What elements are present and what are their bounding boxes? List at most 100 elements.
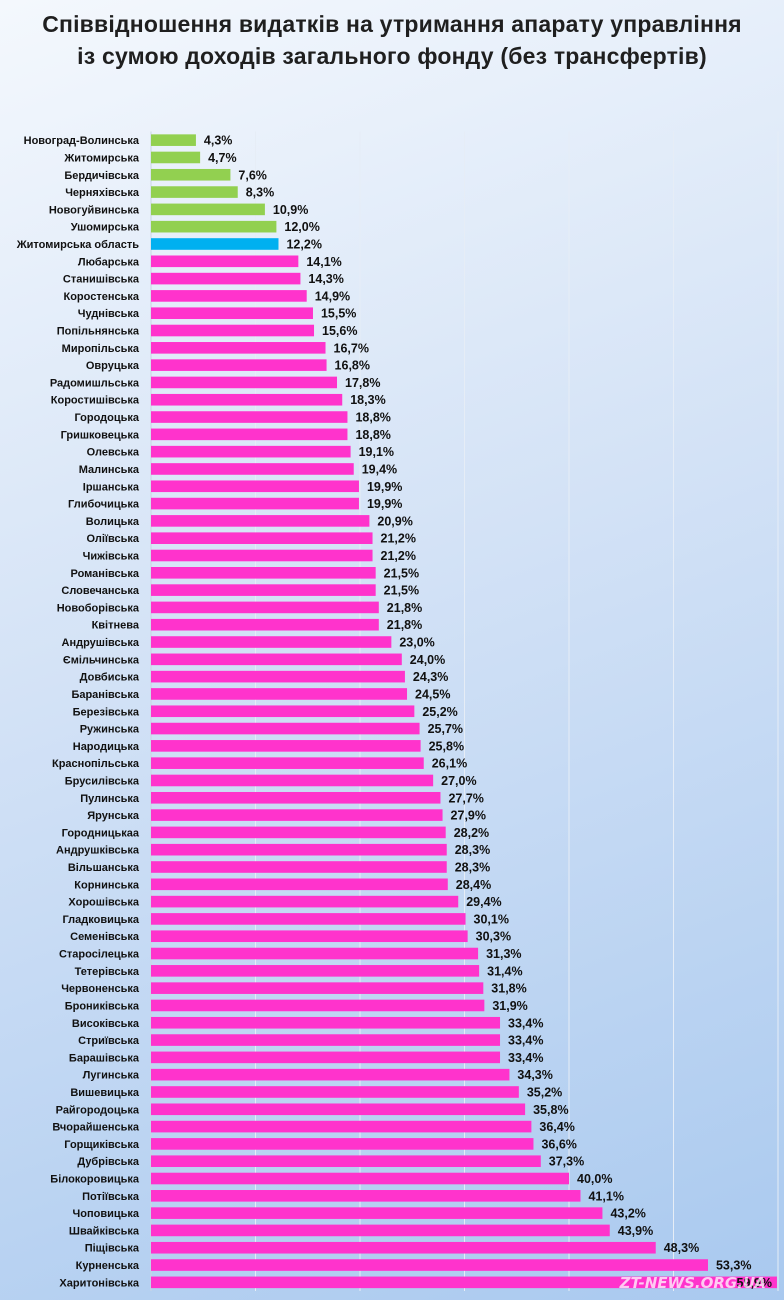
value-label: 7,6% bbox=[238, 168, 266, 182]
value-label: 24,3% bbox=[413, 670, 448, 684]
value-label: 4,7% bbox=[208, 151, 237, 165]
category-label: Овруцька bbox=[86, 360, 140, 372]
value-label: 16,8% bbox=[335, 359, 370, 373]
value-label: 21,2% bbox=[381, 532, 416, 546]
value-label: 35,8% bbox=[533, 1103, 568, 1117]
value-label: 34,3% bbox=[517, 1068, 552, 1082]
category-label: Корнинська bbox=[74, 879, 140, 891]
category-label: Потіївська bbox=[82, 1191, 140, 1203]
bar bbox=[151, 186, 238, 198]
bar bbox=[151, 1207, 603, 1219]
value-label: 19,9% bbox=[367, 480, 402, 494]
bar bbox=[151, 636, 392, 648]
category-label: Словечанська bbox=[61, 585, 140, 597]
bar bbox=[151, 168, 231, 181]
category-label: Чоповицька bbox=[73, 1208, 140, 1220]
bar bbox=[151, 203, 265, 216]
value-label: 21,5% bbox=[384, 566, 419, 580]
bar bbox=[151, 895, 459, 908]
category-label: Андрушівська bbox=[62, 637, 140, 649]
bar bbox=[151, 134, 196, 146]
category-label: Миропільська bbox=[62, 343, 140, 355]
bar bbox=[151, 947, 479, 960]
bars bbox=[151, 134, 777, 1289]
bar bbox=[151, 515, 370, 527]
bar bbox=[151, 757, 424, 769]
bar bbox=[151, 705, 415, 718]
value-label: 17,8% bbox=[345, 376, 380, 390]
value-label: 33,4% bbox=[508, 1034, 543, 1048]
bar bbox=[151, 1172, 569, 1185]
category-label: Оліївська bbox=[86, 533, 139, 545]
value-label: 4,3% bbox=[204, 134, 233, 148]
category-label: Вишевицька bbox=[70, 1087, 140, 1099]
category-label: Новоборівська bbox=[57, 602, 140, 614]
category-label: Довбиська bbox=[80, 672, 140, 684]
value-label: 33,4% bbox=[508, 1051, 543, 1065]
bar bbox=[151, 290, 307, 302]
category-label: Лугинська bbox=[83, 1070, 140, 1082]
bar bbox=[151, 359, 327, 371]
bar bbox=[151, 1016, 501, 1029]
bar bbox=[151, 930, 468, 943]
value-labels: 4,3% 4,7%7,6% 8,3% 10,9% 12,0% 12,2% 14,1% 14,3… bbox=[204, 134, 772, 1290]
bar bbox=[151, 1241, 656, 1254]
category-label: Бердичівська bbox=[64, 170, 140, 182]
value-label: 30,1% bbox=[474, 912, 509, 926]
bar bbox=[151, 1276, 777, 1289]
category-label: Романівська bbox=[71, 568, 140, 580]
category-label: Старосілецька bbox=[59, 949, 140, 961]
value-label: 28,3% bbox=[455, 843, 490, 857]
category-label: Вільшанська bbox=[68, 862, 140, 874]
bar bbox=[151, 774, 434, 787]
value-label: 14,3% bbox=[308, 272, 343, 286]
bar bbox=[151, 670, 405, 683]
category-label: Краснопільська bbox=[52, 758, 140, 770]
bar bbox=[151, 688, 408, 700]
value-label: 15,5% bbox=[321, 307, 356, 321]
value-label: 8,3% bbox=[246, 186, 274, 200]
chart-title: Співвідношення видатків на утримання апа… bbox=[42, 11, 742, 69]
bar bbox=[151, 618, 379, 631]
value-label: 36,4% bbox=[539, 1120, 574, 1134]
bar bbox=[151, 480, 359, 493]
value-label: 20,9% bbox=[377, 514, 412, 528]
bar bbox=[151, 740, 421, 752]
bar bbox=[151, 1051, 501, 1064]
value-label: 28,2% bbox=[454, 826, 489, 840]
bar bbox=[151, 428, 348, 441]
category-label: Городоцька bbox=[74, 412, 139, 424]
value-label: 25,7% bbox=[428, 722, 463, 736]
category-label: Ємільчинська bbox=[63, 654, 140, 666]
category-label: Ушомирська bbox=[71, 222, 140, 234]
category-label: Чуднівська bbox=[78, 308, 140, 320]
value-label: 36,6% bbox=[541, 1137, 576, 1151]
value-label: 24,0% bbox=[410, 653, 445, 667]
bar bbox=[151, 1224, 610, 1237]
bar bbox=[151, 220, 277, 233]
category-label: Баранівська bbox=[71, 689, 139, 701]
bar bbox=[151, 861, 447, 873]
category-label: Ярунська bbox=[87, 810, 140, 822]
bar bbox=[151, 791, 441, 804]
category-label: Радомишльська bbox=[50, 377, 140, 389]
category-label: Коростенська bbox=[64, 291, 140, 303]
bar bbox=[151, 307, 313, 320]
category-label: Червоненська bbox=[61, 983, 140, 995]
value-label: 21,2% bbox=[381, 549, 416, 563]
value-label: 19,9% bbox=[367, 497, 402, 511]
category-label: Харитонівська bbox=[59, 1277, 139, 1289]
value-label: 18,8% bbox=[355, 411, 390, 425]
bar bbox=[151, 532, 373, 544]
category-label: Черняхівська bbox=[65, 187, 140, 199]
category-label: Брониківська bbox=[65, 1000, 140, 1012]
bar bbox=[151, 497, 359, 510]
category-label: Гришковецька bbox=[61, 429, 140, 441]
category-label: Брусилівська bbox=[65, 775, 140, 787]
category-label: Городницькаа bbox=[62, 827, 140, 839]
value-label: 33,4% bbox=[508, 1016, 543, 1030]
value-label: 53,3% bbox=[716, 1259, 751, 1273]
value-label: 12,2% bbox=[286, 237, 321, 251]
bar bbox=[151, 1068, 510, 1081]
